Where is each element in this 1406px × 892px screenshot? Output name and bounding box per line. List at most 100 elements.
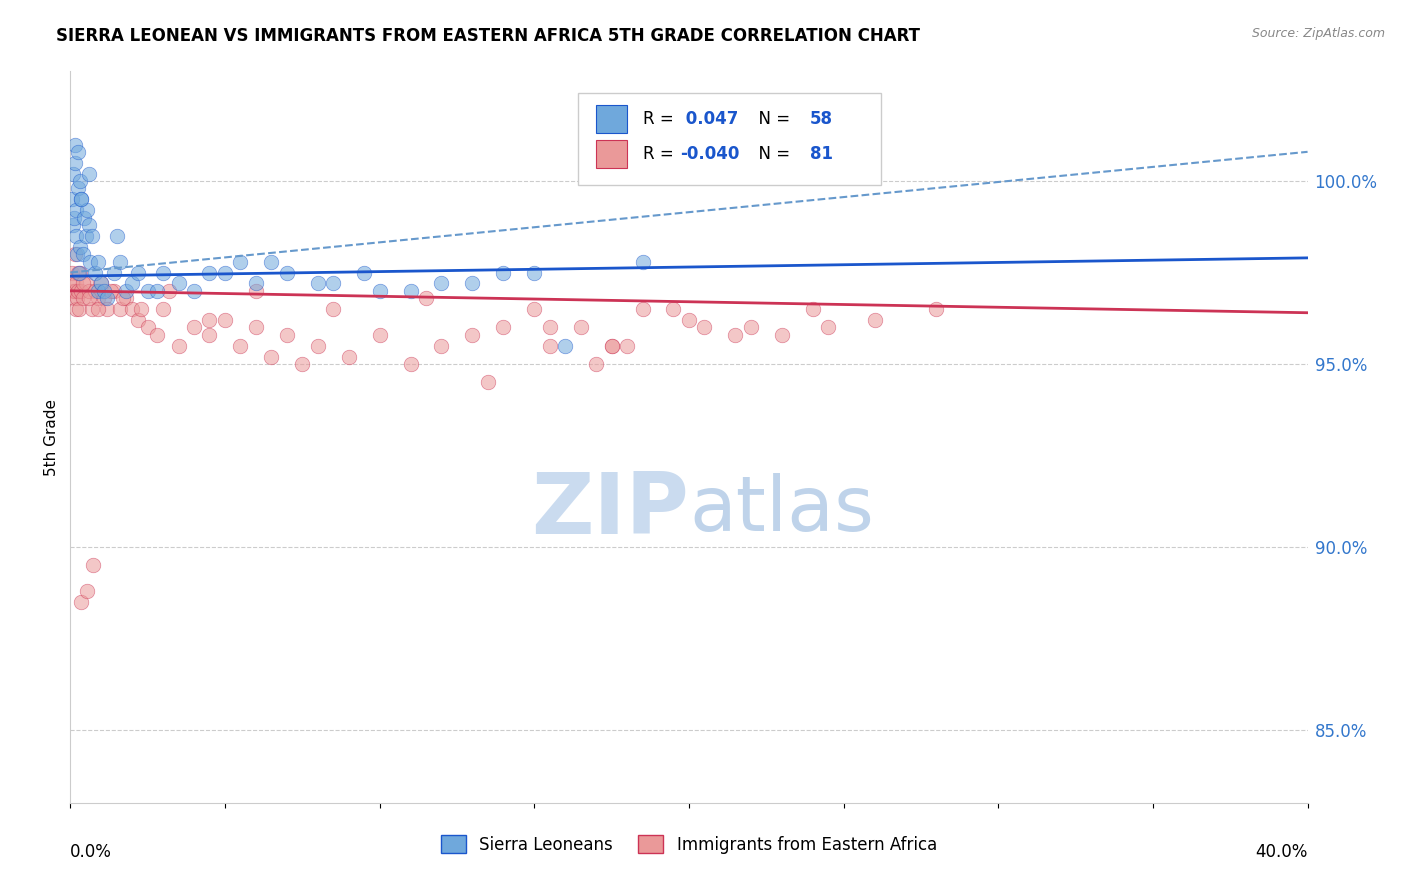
Point [103,284,125,298]
Point [925,302,948,317]
Point [105,229,128,244]
Point [245,320,267,334]
Point [63,211,86,225]
Text: atlas: atlas [689,474,873,547]
Point [63,291,86,305]
Point [60,193,83,207]
Point [167,339,190,353]
Point [62,218,84,232]
Point [62,277,84,291]
Text: 0.0%: 0.0% [70,843,112,861]
Point [461,327,484,342]
Point [523,266,546,280]
Point [492,320,515,334]
Point [84,284,107,298]
Point [72,277,94,291]
Point [80,229,103,244]
Point [817,320,839,334]
Point [63,247,86,261]
Point [245,277,267,291]
Point [678,313,700,327]
Point [96,291,118,305]
Point [80,302,103,317]
Point [146,284,169,298]
Point [131,302,153,317]
Point [740,320,762,334]
Point [90,277,112,291]
Text: 40.0%: 40.0% [1256,843,1308,861]
Point [461,277,484,291]
Point [198,327,221,342]
Point [121,277,143,291]
Point [70,284,93,298]
Point [245,284,267,298]
Point [115,284,138,298]
Point [157,284,180,298]
Point [76,583,98,598]
Text: N =: N = [748,110,796,128]
Point [322,302,344,317]
Point [70,595,93,609]
Point [322,277,344,291]
Point [87,284,110,298]
Point [770,327,793,342]
FancyBboxPatch shape [578,94,880,185]
Point [152,266,174,280]
Text: Source: ZipAtlas.com: Source: ZipAtlas.com [1251,27,1385,40]
Point [152,302,174,317]
Y-axis label: 5th Grade: 5th Grade [44,399,59,475]
Point [65,277,87,291]
Point [368,327,391,342]
Point [631,254,654,268]
Point [77,284,100,298]
Point [600,339,623,353]
Point [291,357,314,371]
Point [600,339,623,353]
Point [60,266,83,280]
Point [69,240,91,254]
Point [69,266,91,280]
FancyBboxPatch shape [596,105,627,133]
Point [127,266,149,280]
Point [77,167,100,181]
Point [538,320,561,334]
Point [146,327,169,342]
Point [70,193,93,207]
Text: ZIP: ZIP [531,468,689,552]
Point [87,291,110,305]
Point [616,339,638,353]
Text: 58: 58 [810,110,834,128]
Point [260,350,283,364]
Point [87,254,110,268]
Text: R =: R = [643,110,679,128]
Point [77,218,100,232]
Point [100,284,122,298]
Point [67,266,90,280]
Point [538,339,561,353]
Point [77,291,100,305]
Point [82,558,105,573]
Text: 81: 81 [810,145,834,163]
Point [307,339,329,353]
Point [863,313,886,327]
Point [554,339,576,353]
Point [477,376,499,390]
Point [69,174,91,188]
Point [167,277,190,291]
Point [198,313,221,327]
Text: 0.047: 0.047 [681,110,738,128]
Point [399,357,422,371]
Point [198,266,221,280]
Point [136,320,159,334]
Point [84,266,107,280]
Point [276,327,298,342]
Point [70,193,93,207]
Point [72,247,94,261]
Point [127,313,149,327]
Point [93,291,115,305]
Point [65,203,87,218]
Point [229,254,252,268]
Point [87,302,110,317]
Point [214,266,236,280]
Point [430,277,453,291]
